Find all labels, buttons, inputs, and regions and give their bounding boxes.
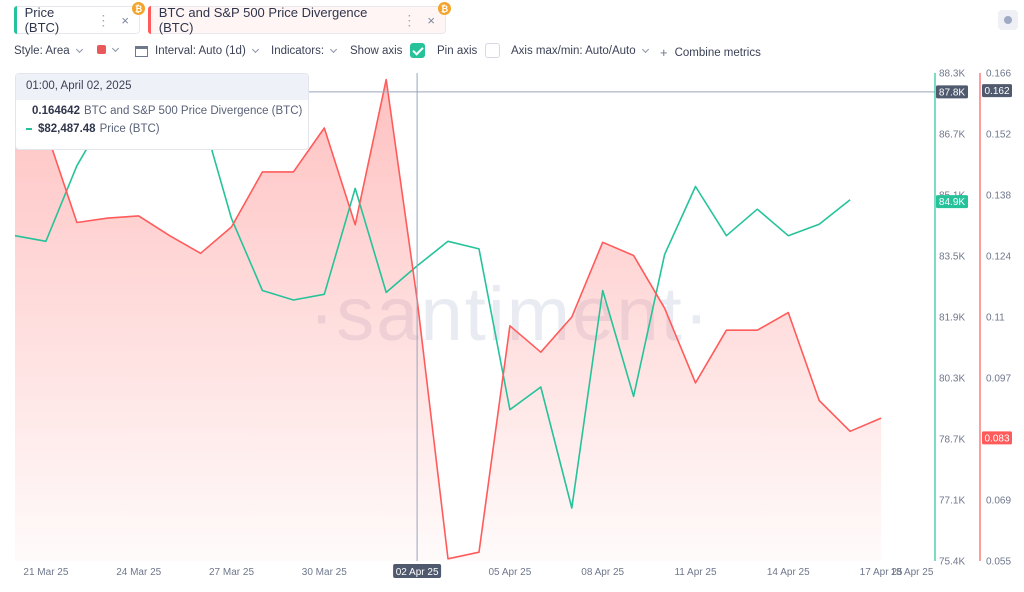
combine-metrics-label: Combine metrics	[674, 46, 761, 59]
x-axis-tick: 02 Apr 25	[396, 567, 439, 578]
value-badge	[982, 84, 1012, 98]
tab-color-bar	[148, 6, 151, 34]
value-badge-label: 84.9K	[939, 197, 965, 208]
color-swatch	[97, 45, 106, 54]
series-area-1	[15, 79, 882, 561]
divergence-axis-tick: 0.152	[986, 130, 1011, 141]
tab-color-bar	[14, 6, 17, 34]
show-axis-label: Show axis	[350, 44, 403, 57]
price-axis-tick: 88.3K	[939, 69, 965, 80]
bitcoin-icon: ₿	[438, 2, 451, 15]
color-select[interactable]	[97, 44, 120, 54]
interval-label: Interval: Auto (1d)	[155, 45, 246, 57]
chart-controls: Style: Area Interval: Auto (1d) Indicato…	[0, 43, 1024, 62]
metrics-bar: Price (BTC) ⋮ × ₿ BTC and S&P 500 Price …	[0, 0, 1024, 40]
close-icon[interactable]: ×	[427, 12, 435, 28]
divergence-axis-tick: 0.138	[986, 191, 1011, 202]
series-color-mark	[26, 128, 32, 130]
pin-axis-toggle[interactable]: Pin axis	[437, 43, 501, 58]
tooltip-row-price: $82,487.48 Price (BTC)	[16, 122, 308, 136]
axis-maxmin-select[interactable]: Axis max/min: Auto/Auto	[511, 45, 649, 57]
value-badge	[982, 431, 1012, 445]
tooltip-series-name: BTC and S&P 500 Price Divergence (BTC)	[83, 105, 303, 117]
x-axis-tick: 30 Mar 25	[302, 567, 347, 578]
value-badge	[936, 85, 968, 99]
x-axis-highlight	[393, 564, 442, 578]
chart-settings-button[interactable]	[998, 10, 1018, 30]
indicators-select[interactable]: Indicators:	[271, 45, 338, 57]
price-axis-tick: 75.4K	[939, 557, 965, 568]
x-axis-tick: 11 Apr 25	[674, 567, 717, 578]
pin-axis-checkbox[interactable]	[485, 43, 501, 58]
tooltip-series-name: Price (BTC)	[99, 123, 160, 135]
more-icon[interactable]: ⋮	[96, 11, 110, 28]
circle-icon	[1004, 16, 1012, 24]
chart-tooltip: 01:00, April 02, 2025 0.164642 BTC and S…	[15, 73, 309, 150]
interval-select[interactable]: Interval: Auto (1d)	[135, 45, 259, 57]
value-badge-label: 87.8K	[939, 87, 965, 98]
divergence-axis-tick: 0.055	[986, 557, 1011, 568]
series-line-1	[14, 78, 882, 560]
tooltip-date: 01:00, April 02, 2025	[16, 74, 308, 100]
value-badge	[936, 195, 968, 209]
combine-metrics-button[interactable]: + Combine metrics	[660, 45, 761, 60]
tooltip-row-divergence: 0.164642 BTC and S&P 500 Price Divergenc…	[16, 104, 308, 118]
tab-label: BTC and S&P 500 Price Divergence (BTC)	[158, 5, 368, 35]
show-axis-checkbox[interactable]	[410, 43, 426, 58]
axis-maxmin-label: Axis max/min: Auto/Auto	[511, 45, 636, 57]
x-axis-tick: 05 Apr 25	[488, 567, 531, 578]
value-badge-label: 0.162	[984, 86, 1009, 97]
tab-price-btc[interactable]: Price (BTC) ⋮ × ₿	[14, 2, 145, 35]
x-axis-tick: 08 Apr 25	[581, 567, 624, 578]
bitcoin-icon: ₿	[132, 2, 145, 15]
plus-icon: +	[660, 45, 668, 60]
style-select[interactable]: Style: Area	[14, 45, 83, 57]
x-axis-tick: 17 Apr 25	[860, 567, 903, 578]
x-axis-tick: 27 Mar 25	[209, 567, 254, 578]
price-axis-tick: 78.7K	[939, 435, 965, 446]
tab-btc-sp500-divergence[interactable]: BTC and S&P 500 Price Divergence (BTC) ⋮…	[148, 2, 451, 35]
x-axis-tick: 21 Mar 25	[23, 567, 68, 578]
show-axis-toggle[interactable]: Show axis	[350, 43, 426, 58]
divergence-axis-tick: 0.11	[986, 313, 1005, 324]
x-axis-tick: 18 Apr 25	[891, 567, 934, 578]
close-icon[interactable]: ×	[121, 12, 129, 28]
tab-label: Price (BTC)	[24, 5, 60, 35]
price-axis-tick: 81.9K	[939, 313, 965, 324]
price-axis-tick: 77.1K	[939, 496, 965, 507]
x-axis-tick: 24 Mar 25	[116, 567, 161, 578]
indicators-label: Indicators:	[271, 45, 325, 57]
divergence-axis-tick: 0.097	[986, 374, 1011, 385]
pin-axis-label: Pin axis	[437, 44, 478, 57]
divergence-axis-tick: 0.124	[986, 252, 1011, 263]
price-axis-tick: 83.5K	[939, 252, 965, 263]
style-label: Style: Area	[14, 45, 70, 57]
divergence-axis-tick: 0.069	[986, 496, 1011, 507]
tooltip-value: $82,487.48	[38, 123, 96, 135]
price-axis-tick: 80.3K	[939, 374, 965, 385]
divergence-axis-tick: 0.166	[986, 69, 1011, 80]
price-axis-tick: 86.7K	[939, 130, 965, 141]
more-icon[interactable]: ⋮	[402, 11, 416, 28]
calendar-icon	[135, 45, 148, 57]
x-axis-tick: 14 Apr 25	[767, 567, 810, 578]
value-badge-label: 0.083	[984, 433, 1009, 444]
tooltip-value: 0.164642	[32, 105, 80, 117]
